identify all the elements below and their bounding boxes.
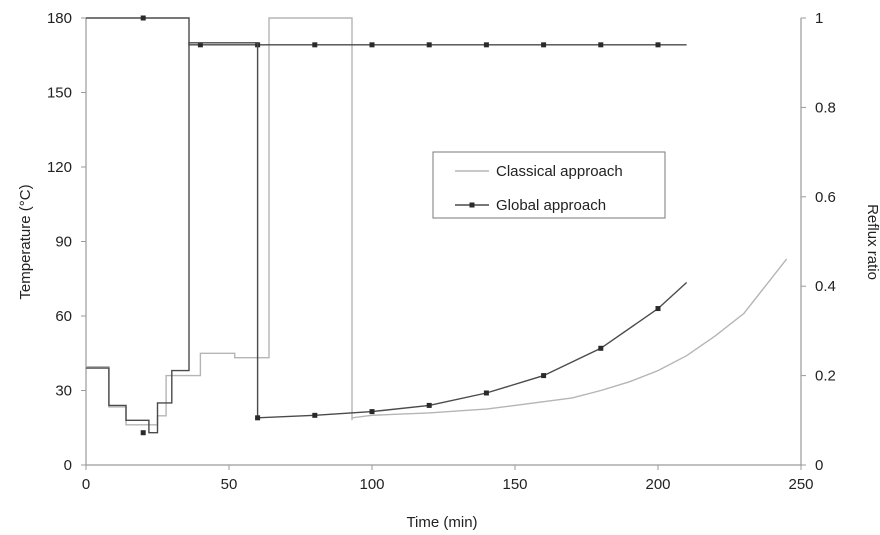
series-marker-global-approach — [427, 42, 432, 47]
y-left-tick-label: 30 — [55, 383, 72, 400]
legend-classical-label: Classical approach — [496, 163, 623, 180]
series-marker-global-approach — [312, 413, 317, 418]
y-right-tick-label: 1 — [815, 10, 823, 27]
y-left-tick-label: 150 — [47, 85, 72, 102]
legend-global-label: Global approach — [496, 197, 606, 214]
y-left-tick-label: 90 — [55, 234, 72, 251]
y-left-tick-label: 60 — [55, 308, 72, 325]
series-marker-global-approach — [656, 306, 661, 311]
series-marker-global-approach — [598, 346, 603, 351]
series-line-global-approach — [86, 43, 687, 433]
series-marker-global-approach — [484, 42, 489, 47]
series-marker-global-approach — [370, 409, 375, 414]
series-line-classical-approach — [352, 259, 787, 418]
series-line-classical-approach — [86, 18, 352, 425]
y-left-tick-label: 180 — [47, 10, 72, 27]
y-right-axis-title: Reflux ratio — [864, 204, 880, 280]
y-right-tick-label: 0.6 — [815, 189, 836, 206]
x-tick-label: 50 — [221, 476, 238, 493]
x-tick-label: 150 — [502, 476, 527, 493]
series-marker-global-approach — [484, 390, 489, 395]
series-marker-global-approach — [141, 430, 146, 435]
y-right-tick-label: 0.2 — [815, 368, 836, 385]
y-left-tick-label: 0 — [64, 457, 72, 474]
legend: Classical approach Global approach — [433, 152, 665, 218]
series-marker-global-approach — [656, 42, 661, 47]
y-right-tick-label: 0 — [815, 457, 823, 474]
y-right-tick-label: 0.4 — [815, 278, 836, 295]
plot-area: 0 50 100 150 200 250030609012015018000.20.40.… — [47, 10, 836, 493]
x-tick-label: 0 — [82, 476, 90, 493]
series-marker-global-approach — [255, 415, 260, 420]
x-axis-title: Time (min) — [406, 514, 477, 531]
series-marker-global-approach — [541, 42, 546, 47]
legend-global-marker — [470, 203, 475, 208]
x-tick-label: 250 — [788, 476, 813, 493]
y-left-axis-title: Temperature (°C) — [17, 184, 34, 299]
series-marker-global-approach — [598, 42, 603, 47]
y-right-tick-label: 0.8 — [815, 99, 836, 116]
series-marker-global-approach — [427, 403, 432, 408]
x-tick-label: 100 — [359, 476, 384, 493]
series-marker-global-approach — [541, 373, 546, 378]
x-tick-label: 200 — [645, 476, 670, 493]
series-marker-global-approach — [312, 42, 317, 47]
series-marker-global-approach — [370, 42, 375, 47]
y-left-tick-label: 120 — [47, 159, 72, 176]
series-line-global-approach — [86, 18, 687, 45]
series-marker-global-approach — [141, 16, 146, 21]
